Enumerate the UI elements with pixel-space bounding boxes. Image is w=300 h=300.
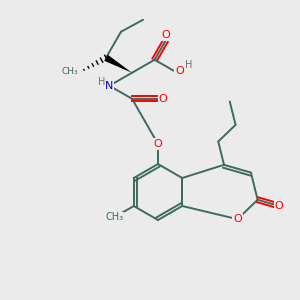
- Text: O: O: [154, 139, 162, 149]
- Text: H: H: [98, 77, 105, 87]
- Text: CH₃: CH₃: [61, 67, 78, 76]
- Text: CH₃: CH₃: [106, 212, 124, 222]
- Text: O: O: [161, 30, 170, 40]
- Text: O: O: [159, 94, 167, 104]
- Text: N: N: [105, 81, 114, 91]
- Text: O: O: [233, 214, 242, 224]
- Polygon shape: [104, 55, 132, 73]
- Text: O: O: [274, 201, 283, 211]
- Text: H: H: [185, 60, 192, 70]
- Text: O: O: [176, 66, 184, 76]
